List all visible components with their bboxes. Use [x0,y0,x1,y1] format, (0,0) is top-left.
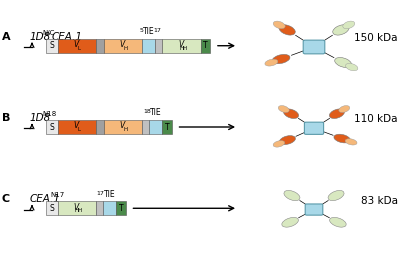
Ellipse shape [345,139,357,145]
Text: 5: 5 [140,28,144,33]
FancyBboxPatch shape [303,40,325,54]
Text: CEA.1: CEA.1 [30,194,61,204]
Text: S: S [49,122,54,132]
Text: V: V [119,40,125,49]
Text: S: S [49,41,54,50]
Ellipse shape [279,25,295,35]
Text: V: V [73,40,78,49]
FancyBboxPatch shape [58,120,96,134]
Text: H: H [123,127,127,132]
Text: 83 kDa: 83 kDa [361,196,398,206]
Ellipse shape [339,106,350,113]
Ellipse shape [333,25,349,35]
Ellipse shape [282,217,298,227]
Ellipse shape [273,21,285,29]
FancyBboxPatch shape [96,120,104,134]
Text: V: V [119,121,125,131]
Text: 150 kDa: 150 kDa [354,33,398,43]
Ellipse shape [343,21,355,29]
Text: S: S [49,204,54,213]
FancyBboxPatch shape [104,120,142,134]
FancyBboxPatch shape [46,39,58,53]
Text: TIE: TIE [104,190,115,199]
FancyBboxPatch shape [104,39,142,53]
Text: H: H [123,46,127,51]
Ellipse shape [335,57,352,68]
FancyBboxPatch shape [58,201,96,215]
FancyBboxPatch shape [46,120,58,134]
Ellipse shape [280,136,296,145]
Ellipse shape [284,190,300,201]
Ellipse shape [328,190,344,201]
Text: 17: 17 [97,191,104,196]
Text: V: V [73,121,78,131]
FancyBboxPatch shape [149,120,162,134]
Text: A: A [2,32,11,42]
Text: V: V [73,203,78,212]
Ellipse shape [273,141,285,147]
Ellipse shape [329,109,344,119]
FancyBboxPatch shape [103,201,116,215]
FancyBboxPatch shape [116,201,126,215]
Text: N17: N17 [50,192,64,198]
FancyBboxPatch shape [46,201,58,215]
Text: HH: HH [180,46,188,51]
Text: N/C: N/C [43,30,55,36]
Text: 1D8: 1D8 [30,32,51,42]
Text: C: C [2,194,10,204]
Ellipse shape [346,64,358,71]
Text: 110 kDa: 110 kDa [354,114,398,124]
FancyBboxPatch shape [304,122,324,134]
FancyBboxPatch shape [156,39,162,53]
Text: 17: 17 [154,28,161,33]
Text: L: L [78,127,81,132]
Text: CEA.1: CEA.1 [51,32,82,42]
FancyBboxPatch shape [162,39,200,53]
FancyBboxPatch shape [142,39,156,53]
Text: TIE: TIE [150,108,161,117]
Ellipse shape [265,59,278,66]
Ellipse shape [284,109,299,119]
FancyBboxPatch shape [162,120,172,134]
Text: 18: 18 [143,109,151,114]
Ellipse shape [334,134,350,143]
Text: HH: HH [75,208,83,213]
FancyBboxPatch shape [58,39,96,53]
FancyBboxPatch shape [96,201,103,215]
Ellipse shape [278,106,289,113]
Text: V: V [178,40,183,49]
FancyBboxPatch shape [305,204,323,215]
Text: T: T [203,41,208,50]
Text: L: L [78,46,81,51]
Text: N18: N18 [43,111,57,117]
Text: T: T [118,204,123,213]
Ellipse shape [272,54,290,64]
FancyBboxPatch shape [200,39,210,53]
Ellipse shape [330,217,346,227]
Text: T: T [165,122,169,132]
FancyBboxPatch shape [96,39,104,53]
Text: B: B [2,113,10,123]
Text: TIE: TIE [143,27,154,36]
FancyBboxPatch shape [142,120,149,134]
Text: 1D8: 1D8 [30,113,51,123]
